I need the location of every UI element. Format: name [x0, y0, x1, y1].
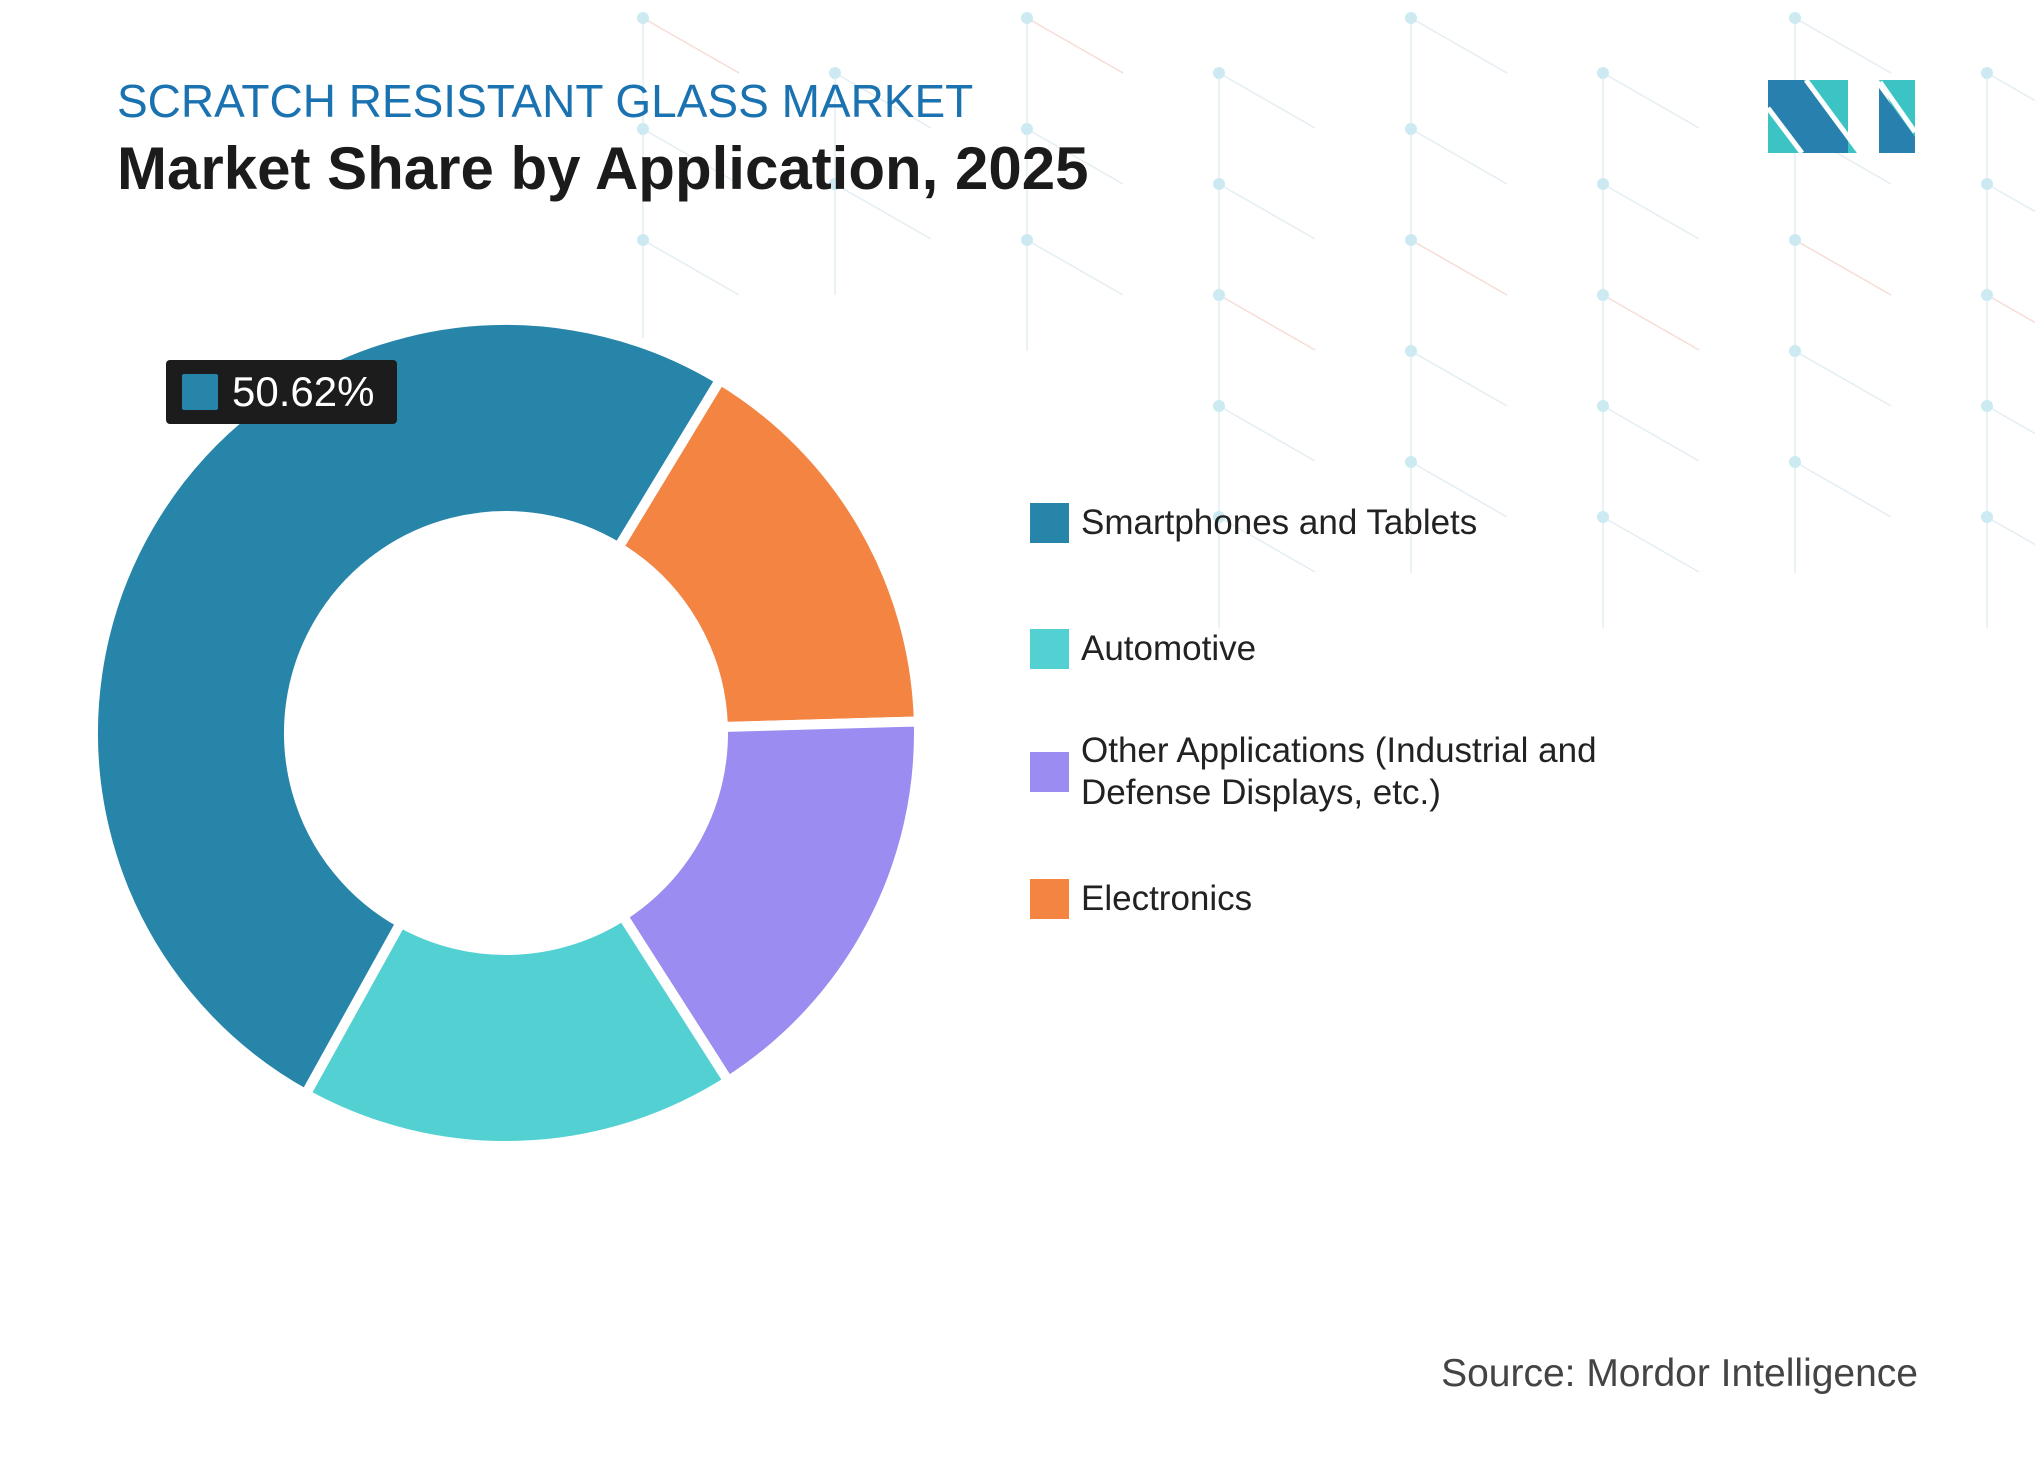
legend-item-smartphones[interactable]: Smartphones and Tablets — [1030, 502, 1730, 544]
pattern-dot — [829, 178, 841, 190]
donut-slice-automotive[interactable] — [298, 908, 736, 1151]
pattern-dot — [1981, 178, 1993, 190]
pattern-line — [1410, 350, 1508, 407]
pattern-dot — [1405, 123, 1417, 135]
pattern-line — [1794, 239, 1892, 296]
pattern-line — [1986, 516, 2035, 546]
pattern-dot — [1597, 67, 1609, 79]
donut-slice-electronics[interactable] — [611, 372, 924, 733]
pattern-line — [1026, 128, 1124, 185]
mordor-intelligence-logo — [1768, 80, 1915, 153]
pattern-line — [1602, 183, 1700, 240]
pattern-line — [1410, 461, 1508, 518]
pattern-line — [1986, 405, 2035, 435]
pattern-dot — [1789, 12, 1801, 24]
pattern-line — [1218, 516, 1316, 573]
pattern-line — [1218, 72, 1316, 129]
pattern-dot — [1789, 234, 1801, 246]
pattern-line — [1410, 239, 1508, 296]
pattern-dot — [1405, 12, 1417, 24]
pattern-dot — [1405, 345, 1417, 357]
pattern-line — [834, 72, 932, 129]
pattern-line — [834, 183, 932, 240]
donut-slice-smartphones[interactable] — [88, 315, 728, 1102]
pattern-line — [1794, 17, 1892, 74]
pattern-line — [1026, 239, 1124, 296]
pattern-line — [1986, 294, 2035, 324]
data-label-swatch — [182, 374, 218, 410]
pattern-line — [1794, 461, 1892, 518]
pattern-dot — [1213, 289, 1225, 301]
legend-swatch — [1030, 879, 1069, 919]
pattern-dot — [637, 234, 649, 246]
pattern-dot — [637, 123, 649, 135]
chart-title: Market Share by Application, 2025 — [117, 135, 1089, 202]
legend-item-electronics[interactable]: Electronics — [1030, 878, 1730, 920]
pattern-line — [1218, 183, 1316, 240]
pattern-line — [642, 17, 740, 74]
pattern-dot — [1597, 511, 1609, 523]
pattern-dot — [1021, 12, 1033, 24]
legend-item-automotive[interactable]: Automotive — [1030, 628, 1730, 670]
pattern-dot — [1213, 178, 1225, 190]
pattern-dot — [1597, 178, 1609, 190]
legend-label: Other Applications (Industrial and Defen… — [1081, 731, 1597, 812]
pattern-dot — [637, 12, 649, 24]
pattern-dot — [1597, 289, 1609, 301]
legend-swatch — [1030, 629, 1069, 669]
pattern-line — [1410, 128, 1508, 185]
data-label-smartphones: 50.62% — [166, 360, 397, 424]
pattern-dot — [829, 67, 841, 79]
pattern-line — [1602, 72, 1700, 129]
pattern-line — [1986, 183, 2035, 213]
pattern-dot — [1021, 123, 1033, 135]
pattern-line — [1602, 516, 1700, 573]
pattern-dot — [1981, 289, 1993, 301]
pattern-dot — [1213, 511, 1225, 523]
chart-subtitle: SCRATCH RESISTANT GLASS MARKET — [117, 75, 974, 127]
pattern-line — [1218, 294, 1316, 351]
pattern-dot — [1597, 400, 1609, 412]
pattern-line — [642, 128, 740, 185]
pattern-dot — [1981, 67, 1993, 79]
pattern-line — [1602, 405, 1700, 462]
pattern-dot — [1981, 511, 1993, 523]
data-label-value: 50.62% — [232, 368, 375, 415]
pattern-dot — [1789, 456, 1801, 468]
donut-slice-other[interactable] — [615, 716, 924, 1088]
pattern-line — [1602, 294, 1700, 351]
source-note: Source: Mordor Intelligence — [1441, 1352, 1918, 1395]
legend-label: Automotive — [1081, 629, 1257, 668]
pattern-line — [1794, 350, 1892, 407]
pattern-dot — [1981, 400, 1993, 412]
legend-swatch — [1030, 752, 1069, 792]
pattern-dot — [1789, 345, 1801, 357]
pattern-line — [1026, 17, 1124, 74]
pattern-dot — [1405, 234, 1417, 246]
legend-label: Smartphones and Tablets — [1081, 503, 1478, 542]
pattern-dot — [1213, 400, 1225, 412]
pattern-line — [642, 239, 740, 296]
pattern-line — [1410, 17, 1508, 74]
pattern-dot — [1021, 234, 1033, 246]
legend-item-other-applications[interactable]: Other Applications (Industrial and Defen… — [1030, 730, 1710, 814]
pattern-line — [1218, 405, 1316, 462]
pattern-dot — [1405, 456, 1417, 468]
legend-swatch — [1030, 503, 1069, 543]
legend-label: Electronics — [1081, 879, 1253, 918]
pattern-dot — [1213, 67, 1225, 79]
pattern-line — [1986, 72, 2035, 102]
